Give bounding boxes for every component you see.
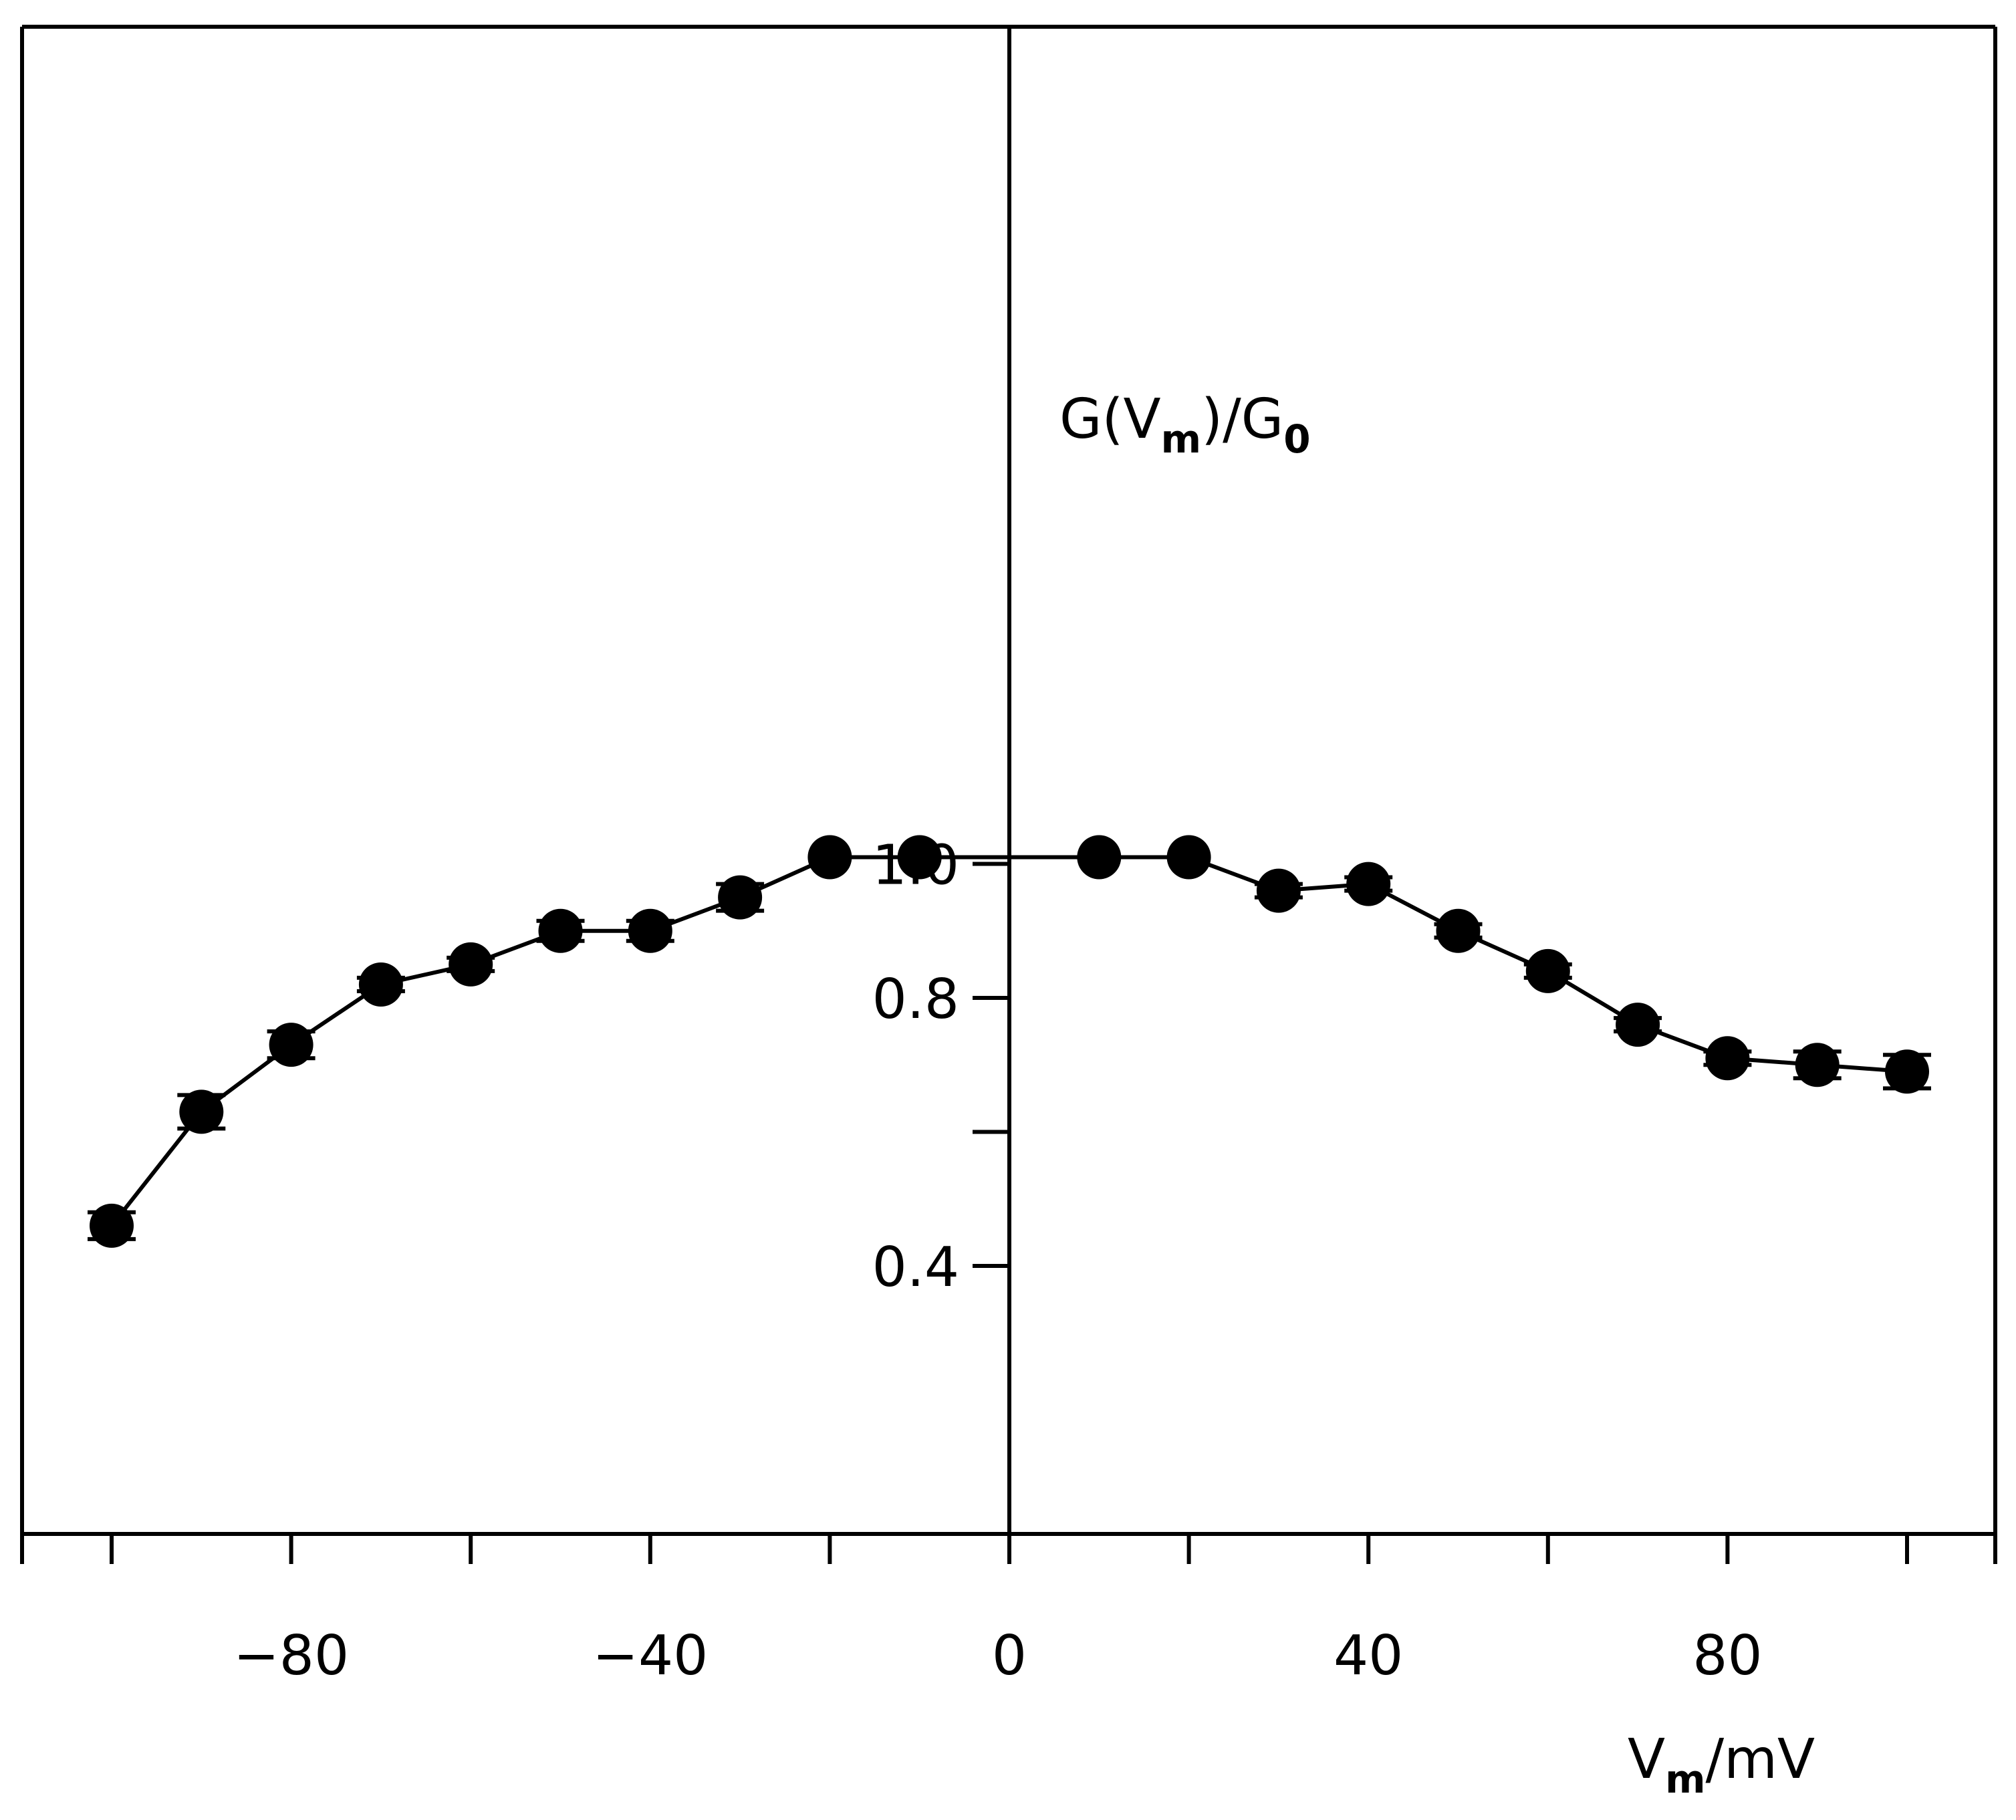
x-tick-label: 40 [1334, 1624, 1403, 1688]
data-point [1616, 1003, 1660, 1047]
data-point [1166, 835, 1211, 880]
data-point [807, 835, 852, 880]
data-point [1077, 835, 1122, 880]
y-tick-label: 0.8 [872, 968, 959, 1031]
data-point [449, 942, 493, 987]
y-tick-label: 0.4 [872, 1236, 959, 1299]
plot-frame [20, 25, 1997, 1564]
data-point [269, 1023, 313, 1067]
x-tick-label: 0 [992, 1624, 1027, 1688]
data-point [1795, 1043, 1840, 1087]
tick-labels: −80−40040801.00.80.4 [233, 834, 1763, 1688]
data-point [538, 908, 583, 953]
data-point [1525, 948, 1570, 993]
data-point [1885, 1049, 1929, 1094]
data-point [1436, 908, 1481, 953]
x-tick-label: 80 [1692, 1624, 1762, 1688]
data-point [90, 1203, 134, 1248]
data-point [628, 908, 672, 953]
data-point [179, 1089, 224, 1134]
data-point [1705, 1036, 1750, 1081]
x-axis-label: Vm/mV [1628, 1728, 1815, 1802]
x-tick-label: −80 [233, 1624, 349, 1688]
data-point [1346, 862, 1391, 906]
data-point [897, 835, 942, 880]
data-point [358, 962, 403, 1007]
x-tick-label: −40 [592, 1624, 708, 1688]
data-point [718, 875, 763, 920]
data-point [1256, 868, 1301, 913]
axis-ticks [110, 862, 1909, 1564]
data-series [88, 835, 1931, 1248]
y-axis-label: G(Vm)/G0 [1059, 388, 1311, 462]
